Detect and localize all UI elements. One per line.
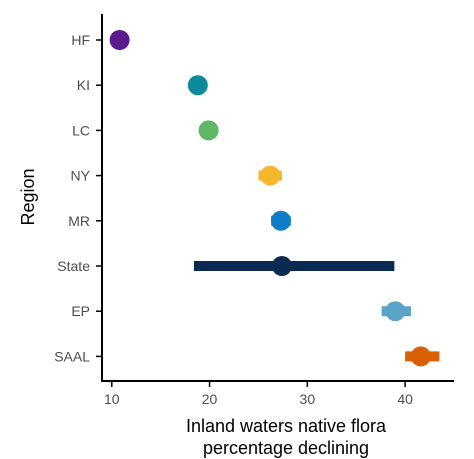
- y-tick-label-ny: NY: [71, 168, 91, 184]
- y-axis-ticks: HF KI LC NY MR State EP SAAL: [54, 32, 102, 364]
- y-tick-label-ki: KI: [77, 77, 90, 93]
- x-axis-ticks: 10 20 30 40: [104, 381, 413, 407]
- y-tick-label-state: State: [57, 258, 90, 274]
- x-tick-label-10: 10: [104, 391, 120, 407]
- point-lc: [199, 120, 219, 140]
- point-ki: [188, 75, 208, 95]
- y-tick-label-lc: LC: [72, 122, 90, 138]
- y-tick-label-hf: HF: [71, 32, 90, 48]
- x-tick-label-40: 40: [397, 391, 413, 407]
- point-hf: [110, 30, 130, 50]
- point-mr: [271, 211, 291, 231]
- x-tick-label-30: 30: [300, 391, 316, 407]
- point-saal: [411, 346, 431, 366]
- x-axis-title-line-2: percentage declining: [203, 438, 369, 458]
- y-tick-label-mr: MR: [68, 213, 90, 229]
- y-tick-label-ep: EP: [71, 303, 90, 319]
- y-tick-label-saal: SAAL: [54, 348, 90, 364]
- point-ny: [260, 166, 280, 186]
- x-axis-title-line-1: Inland waters native flora: [186, 416, 387, 436]
- y-axis-title: Region: [18, 168, 38, 225]
- point-state: [272, 256, 292, 276]
- point-ep: [385, 301, 405, 321]
- x-tick-label-20: 20: [202, 391, 218, 407]
